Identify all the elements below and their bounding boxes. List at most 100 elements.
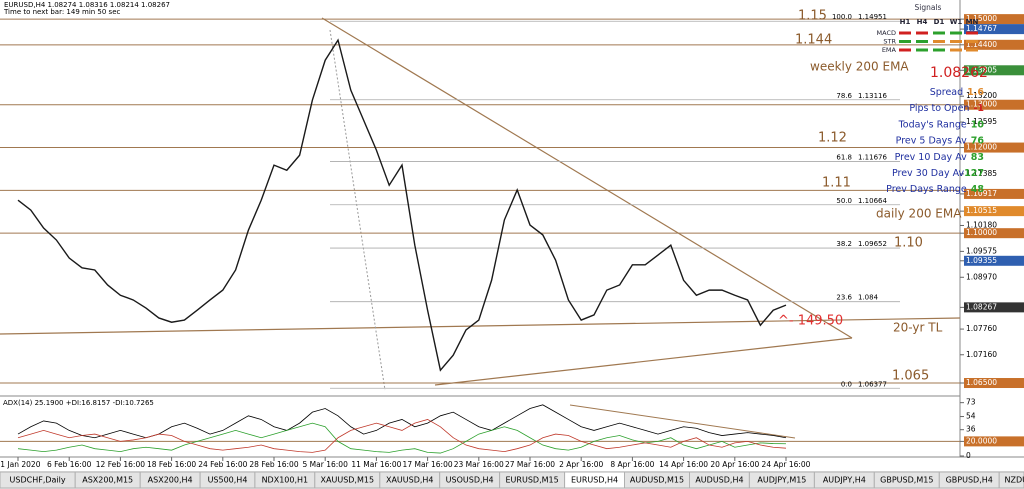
y-tick-label: 1.10180 bbox=[966, 220, 997, 229]
tab-label[interactable]: US500,H4 bbox=[208, 476, 248, 485]
y-tick-label: 1.13805 bbox=[966, 65, 997, 74]
price-label-box bbox=[964, 206, 1024, 217]
y-tick-label: 1.07760 bbox=[966, 324, 997, 333]
annotation: ^- 149.50 bbox=[778, 314, 843, 329]
y-tick-label: 1.13000 bbox=[966, 100, 997, 109]
signal-column: H4 bbox=[917, 18, 928, 26]
x-tick-label: 2 Apr 16:00 bbox=[559, 460, 603, 469]
tab-label[interactable]: ASX200,M15 bbox=[82, 476, 133, 485]
y-tick-label: 1.14767 bbox=[966, 24, 997, 33]
signal-dash bbox=[916, 48, 928, 52]
x-tick-label: 28 Feb 16:00 bbox=[249, 460, 298, 469]
info-value: 83 bbox=[971, 151, 984, 162]
fib-price: 1.14951 bbox=[858, 13, 887, 21]
annotation: weekly 200 EMA bbox=[810, 60, 909, 74]
annotation: 1.065 bbox=[892, 369, 929, 384]
tab-label[interactable]: ASX200,H4 bbox=[148, 476, 193, 485]
tab-label[interactable]: GBPUSD,M15 bbox=[880, 476, 933, 485]
annotation: daily 200 EMA bbox=[876, 207, 962, 221]
fib-percent: 78.6 bbox=[836, 92, 852, 100]
bar-timer: Time to next bar: 149 min 50 sec bbox=[3, 8, 121, 16]
y-tick-label: 0 bbox=[966, 451, 971, 460]
signal-dash bbox=[966, 31, 978, 35]
signal-row: MACD bbox=[877, 29, 896, 37]
tab-label[interactable]: USDCHF,Daily bbox=[10, 476, 66, 485]
tab-label[interactable]: AUDUSD,M15 bbox=[630, 476, 684, 485]
x-tick-label: 5 Mar 16:00 bbox=[303, 460, 349, 469]
signal-dash bbox=[966, 40, 978, 43]
signal-column: H1 bbox=[900, 18, 911, 26]
fib-price: 1.084 bbox=[858, 294, 879, 302]
x-tick-label: 14 Apr 16:00 bbox=[659, 460, 708, 469]
tab-label[interactable]: EURUSD,H4 bbox=[571, 476, 618, 485]
x-tick-label: 8 Apr 16:00 bbox=[610, 460, 654, 469]
x-tick-label: 11 Mar 16:00 bbox=[351, 460, 401, 469]
tab-label[interactable]: AUDJPY,M15 bbox=[757, 476, 806, 485]
price-label-box bbox=[964, 65, 1024, 76]
signals-title: Signals bbox=[915, 3, 942, 12]
tab-label[interactable]: NDX100,H1 bbox=[262, 476, 309, 485]
info-label: Prev Days Range bbox=[886, 184, 967, 195]
tab[interactable] bbox=[998, 471, 1024, 489]
indicator-title: ADX(14) 25.1900 +DI:16.8157 -DI:10.7265 bbox=[3, 399, 154, 407]
y-tick-label: 20.0000 bbox=[966, 436, 997, 445]
info-value: -1 bbox=[973, 103, 984, 114]
tab-label[interactable]: XAUUSD,M15 bbox=[321, 476, 375, 485]
series-line bbox=[17, 38, 787, 372]
y-tick-label: 54 bbox=[966, 412, 976, 421]
tab-label[interactable]: GBPUSD,H4 bbox=[946, 476, 993, 485]
y-tick-label: 1.11385 bbox=[966, 169, 997, 178]
signal-column: MN bbox=[966, 18, 979, 26]
fib-price: 1.13116 bbox=[858, 92, 887, 100]
info-row: Pips to Open -1 bbox=[909, 103, 984, 114]
y-tick-label: 1.08267 bbox=[966, 302, 997, 311]
signal-column: D1 bbox=[934, 18, 945, 26]
tab-label[interactable]: USOUSD,H4 bbox=[446, 476, 494, 485]
info-row: Today's Range 10 bbox=[898, 119, 985, 130]
symbol-line: EURUSD,H4 1.08274 1.08316 1.08214 1.0826… bbox=[4, 1, 170, 9]
signal-dash bbox=[950, 40, 962, 43]
x-tick-label: 23 Mar 16:00 bbox=[454, 460, 504, 469]
info-row: Spread 1.6 bbox=[930, 87, 985, 98]
tab-label[interactable]: AUDUSD,H4 bbox=[695, 476, 743, 485]
fib-price: 1.09652 bbox=[858, 240, 887, 248]
x-tick-label: 27 Mar 16:00 bbox=[505, 460, 555, 469]
signal-dash bbox=[933, 40, 945, 43]
fib-percent: 0.0 bbox=[841, 380, 852, 388]
info-label: Prev 5 Days Av bbox=[896, 135, 967, 146]
x-tick-label: 18 Feb 16:00 bbox=[147, 460, 196, 469]
trendline bbox=[321, 17, 853, 339]
tab-label[interactable]: NZDUSD,M15 bbox=[1005, 476, 1024, 485]
info-row: Prev 5 Days Av 76 bbox=[896, 135, 985, 146]
current-price: 1.08262 bbox=[930, 65, 988, 81]
series-line bbox=[17, 419, 787, 453]
annotation: 1.15 bbox=[798, 9, 827, 24]
tab-label[interactable]: EURUSD,M15 bbox=[506, 476, 559, 485]
price-label-box bbox=[964, 39, 1024, 50]
info-row: Prev Days Range 48 bbox=[886, 184, 984, 195]
annotation: 1.12 bbox=[818, 131, 847, 146]
trendline bbox=[0, 317, 961, 335]
signal-dash bbox=[933, 31, 945, 35]
signal-dash bbox=[966, 48, 978, 52]
y-tick-label: 1.09575 bbox=[966, 246, 997, 255]
info-label: Today's Range bbox=[898, 119, 967, 130]
price-label-box bbox=[964, 142, 1024, 153]
info-value: 127 bbox=[964, 168, 984, 179]
y-tick-label: 1.14400 bbox=[966, 40, 997, 49]
tab-label[interactable]: AUDJPY,H4 bbox=[823, 476, 866, 485]
x-tick-label: 24 Feb 16:00 bbox=[198, 460, 247, 469]
series-line bbox=[17, 422, 787, 454]
signal-dash bbox=[950, 48, 962, 52]
price-label-box bbox=[964, 436, 1024, 447]
price-label-box bbox=[964, 14, 1024, 25]
signal-row: STR bbox=[883, 38, 896, 46]
price-label-box bbox=[964, 255, 1024, 266]
x-tick-label: 31 Jan 2020 bbox=[0, 460, 41, 469]
fib-anchor-line bbox=[329, 29, 386, 391]
signal-dash bbox=[933, 48, 945, 52]
signal-dash bbox=[916, 40, 928, 43]
y-tick-label: 1.06500 bbox=[966, 378, 997, 387]
tab-label[interactable]: XAUUSD,H4 bbox=[386, 476, 434, 485]
